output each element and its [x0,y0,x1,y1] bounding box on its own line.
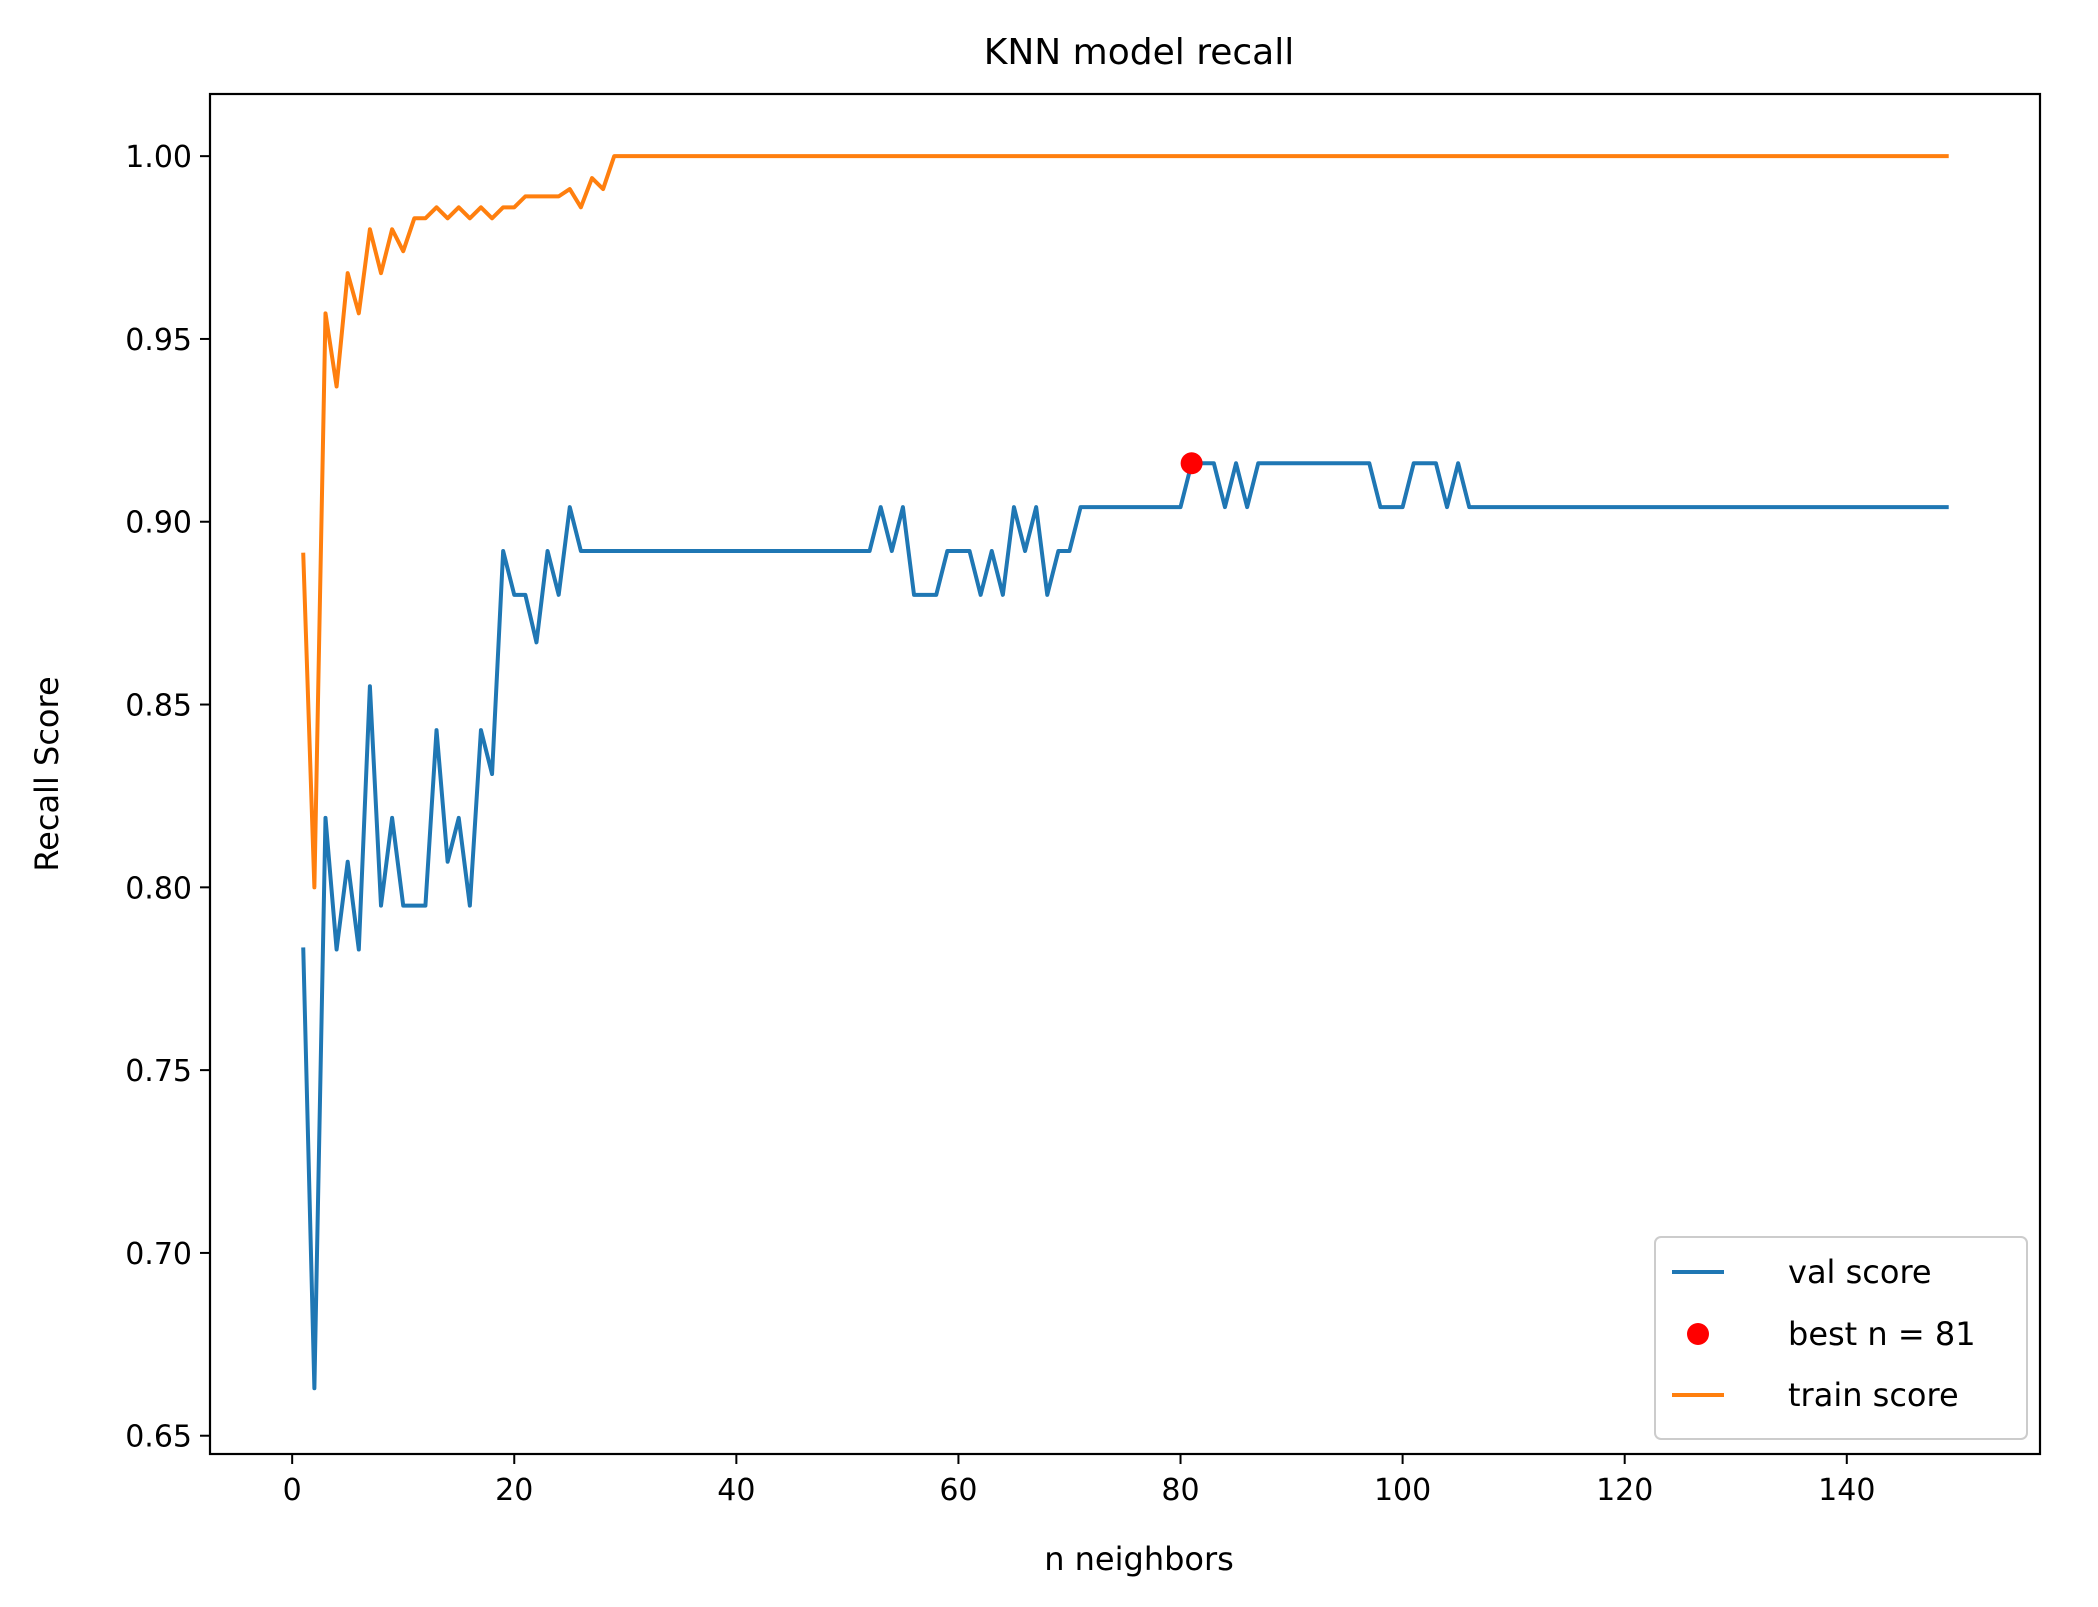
x-tick-label: 0 [283,1473,302,1508]
x-tick-label: 100 [1374,1473,1431,1508]
y-axis-label: Recall Score [28,676,66,871]
y-axis-ticks: 0.65 0.70 0.75 0.80 0.85 0.90 0.95 1.00 [125,140,210,1455]
series-line-train-score [301,154,1949,890]
series-line-val-score [301,461,1949,1391]
x-axis-ticks: 0 20 40 60 80 100 120 140 [283,1454,1875,1508]
y-tick-label: 0.90 [125,506,192,541]
y-tick-label: 1.00 [125,140,192,175]
y-tick-label: 0.85 [125,689,192,724]
x-tick-label: 140 [1818,1473,1875,1508]
plot-frame [208,92,2042,1456]
x-tick-label: 80 [1161,1473,1199,1508]
legend-label-val: val score [1788,1253,1932,1291]
legend-label-best: best n = 81 [1788,1315,1976,1353]
legend-box [1654,1236,2028,1440]
x-tick-label: 40 [717,1473,755,1508]
legend: val score best n = 81 train score [1654,1236,2028,1440]
plot-area [208,92,2042,1456]
series-layer [301,154,1949,1391]
x-axis-label: n neighbors [1044,1540,1234,1578]
y-tick-label: 0.65 [125,1420,192,1455]
best-point-marker [1180,452,1203,475]
legend-label-train: train score [1788,1376,1959,1414]
x-tick-label: 120 [1596,1473,1653,1508]
y-tick-label: 0.80 [125,871,192,906]
chart-title: KNN model recall [984,32,1294,73]
y-tick-label: 0.75 [125,1054,192,1089]
x-tick-label: 20 [495,1473,533,1508]
x-tick-label: 60 [939,1473,977,1508]
y-tick-label: 0.70 [125,1237,192,1272]
y-tick-label: 0.95 [125,323,192,358]
legend-swatch-best [1687,1323,1709,1345]
